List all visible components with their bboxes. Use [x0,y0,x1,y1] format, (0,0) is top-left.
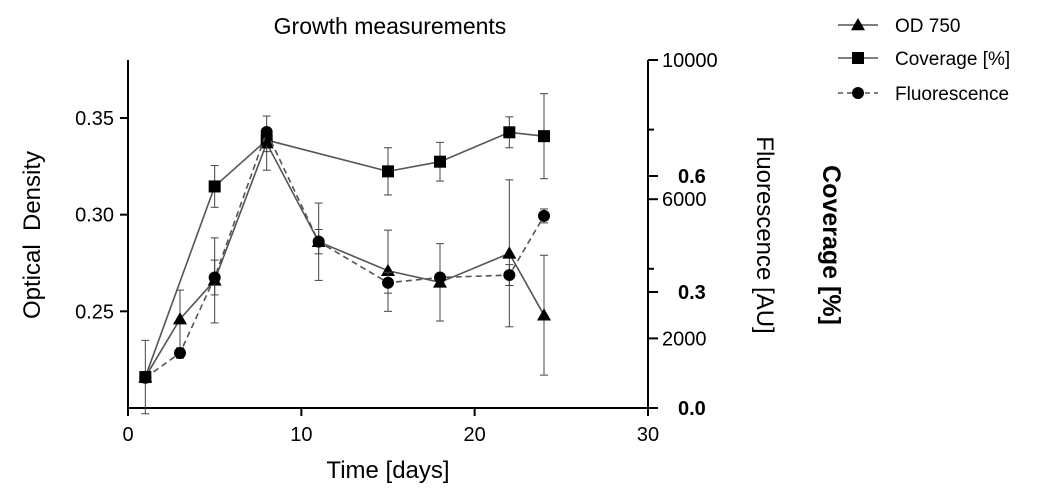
coverage-point [503,126,516,139]
od750-series-line [144,141,545,378]
od750-point [537,308,551,321]
x-tick-label: 0 [122,424,133,446]
legend-label-od750: OD 750 [895,16,960,37]
plot-area: 0 10 20 30 0.25 0.30 0.35 2000 6000 10000 0.0 0.3 0.… [75,50,718,446]
fluorescence-point [174,347,186,360]
od750-point [381,263,395,276]
y-tick-label-fluorescence: 10000 [662,50,718,72]
y-tick-label-fluorescence: 2000 [662,328,707,350]
y-tick-label-coverage: 0.3 [678,282,706,304]
y-tick-label-coverage: 0.6 [678,166,706,188]
legend-marker-fluorescence [852,87,864,99]
fluorescence-point [312,235,325,248]
coverage-series-line [144,131,545,378]
legend-marker-coverage [852,52,864,64]
y-tick-label-left: 0.35 [75,108,114,130]
y-tick-label-fluorescence: 6000 [662,189,707,211]
legend-label-fluorescence: Fluorescence [895,84,1009,105]
y-axis-label-coverage: Coverage [%] [817,165,845,325]
legend-label-coverage: Coverage [%] [895,49,1010,70]
y-axis-label-left: Optical Density [19,151,46,319]
y-tick-label-left: 0.30 [75,205,114,227]
fluorescence-point [208,271,221,284]
y-tick-label-coverage: 0.0 [678,398,706,420]
coverage-point [208,180,221,193]
legend-marker-od750 [851,18,865,31]
coverage-point [538,130,550,143]
x-tick-label: 30 [637,424,659,446]
x-axis-label: Time [days] [326,457,449,484]
x-tick-label: 10 [290,424,312,446]
x-tick-label: 20 [464,424,486,446]
y-axis-label-fluorescence: Fluorescence [AU] [751,136,778,333]
coverage-point [382,165,394,178]
fluorescence-series-line [144,129,545,379]
fluorescence-point [139,371,152,384]
fluorescence-point [382,276,394,289]
fluorescence-point [538,209,550,222]
fluorescence-point [260,126,273,139]
od750-point [173,312,187,325]
legend: OD 750 Coverage [%] Fluorescence [838,16,1010,105]
fluorescence-point [503,269,516,282]
fluorescence-point [434,271,446,284]
od750-point [502,246,517,259]
coverage-point [434,155,446,168]
y-tick-label-left: 0.25 [75,301,114,323]
chart-title: Growth measurements [274,13,507,39]
